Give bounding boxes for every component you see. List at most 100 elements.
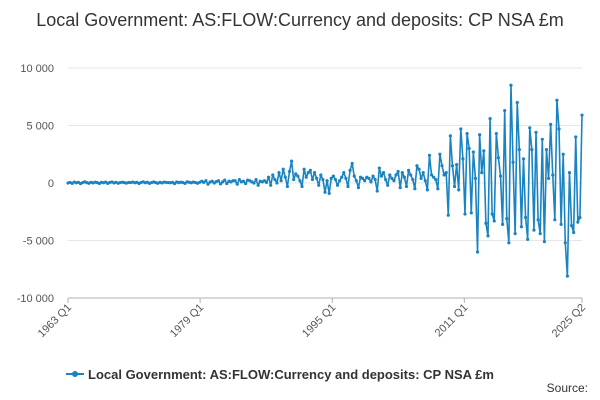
data-point[interactable] bbox=[521, 157, 526, 161]
data-point[interactable] bbox=[350, 161, 354, 166]
data-point[interactable] bbox=[312, 171, 317, 175]
data-point[interactable] bbox=[289, 159, 294, 163]
data-point[interactable] bbox=[536, 218, 540, 222]
data-point[interactable] bbox=[505, 217, 509, 221]
data-point[interactable] bbox=[511, 160, 515, 164]
data-point[interactable] bbox=[225, 181, 229, 186]
data-point[interactable] bbox=[519, 225, 524, 229]
data-point[interactable] bbox=[544, 148, 549, 152]
data-point[interactable] bbox=[473, 176, 478, 180]
data-point[interactable] bbox=[223, 178, 227, 182]
data-point[interactable] bbox=[569, 223, 574, 228]
data-point[interactable] bbox=[306, 171, 310, 175]
data-point[interactable] bbox=[367, 176, 371, 180]
data-point[interactable] bbox=[377, 166, 381, 170]
data-point[interactable] bbox=[371, 174, 375, 178]
data-point[interactable] bbox=[281, 167, 285, 171]
data-point[interactable] bbox=[310, 177, 315, 182]
data-point[interactable] bbox=[421, 171, 425, 175]
data-point[interactable] bbox=[388, 173, 392, 177]
data-point[interactable] bbox=[409, 173, 413, 177]
data-point[interactable] bbox=[540, 137, 544, 141]
data-point[interactable] bbox=[463, 212, 467, 216]
data-point[interactable] bbox=[331, 174, 335, 178]
data-point[interactable] bbox=[434, 177, 438, 182]
data-point[interactable] bbox=[559, 222, 563, 226]
data-point[interactable] bbox=[563, 241, 567, 245]
data-point[interactable] bbox=[264, 180, 269, 185]
data-point[interactable] bbox=[244, 181, 248, 186]
data-point[interactable] bbox=[344, 176, 348, 180]
data-point[interactable] bbox=[427, 153, 432, 157]
data-point[interactable] bbox=[279, 179, 283, 183]
data-point[interactable] bbox=[361, 176, 365, 180]
data-point[interactable] bbox=[567, 171, 572, 175]
data-point[interactable] bbox=[373, 177, 377, 182]
data-point[interactable] bbox=[319, 173, 323, 177]
data-point[interactable] bbox=[296, 174, 300, 178]
data-point[interactable] bbox=[348, 168, 352, 172]
data-point[interactable] bbox=[513, 232, 517, 236]
data-point[interactable] bbox=[517, 148, 521, 152]
data-point[interactable] bbox=[555, 98, 559, 102]
data-point[interactable] bbox=[457, 188, 461, 192]
legend[interactable]: Local Government: AS:FLOW:Currency and d… bbox=[66, 364, 494, 384]
data-point[interactable] bbox=[492, 219, 496, 223]
data-point[interactable] bbox=[417, 167, 421, 171]
data-point[interactable] bbox=[526, 237, 530, 241]
data-point[interactable] bbox=[450, 164, 455, 168]
data-point[interactable] bbox=[561, 152, 565, 156]
data-point[interactable] bbox=[411, 177, 415, 182]
data-point[interactable] bbox=[471, 150, 475, 154]
data-point[interactable] bbox=[572, 230, 576, 235]
data-point[interactable] bbox=[375, 189, 379, 193]
data-point[interactable] bbox=[413, 187, 417, 191]
data-point[interactable] bbox=[406, 168, 411, 172]
data-point[interactable] bbox=[333, 177, 338, 182]
data-point[interactable] bbox=[340, 175, 344, 179]
data-point[interactable] bbox=[300, 184, 304, 189]
data-point[interactable] bbox=[467, 146, 471, 151]
data-point[interactable] bbox=[503, 108, 507, 113]
data-point[interactable] bbox=[565, 274, 569, 278]
data-point[interactable] bbox=[576, 220, 580, 224]
data-point[interactable] bbox=[480, 171, 484, 175]
data-point[interactable] bbox=[206, 182, 210, 186]
data-point[interactable] bbox=[269, 183, 273, 187]
data-point[interactable] bbox=[287, 169, 292, 174]
data-point[interactable] bbox=[394, 173, 398, 177]
data-point[interactable] bbox=[423, 179, 427, 183]
data-point[interactable] bbox=[325, 179, 329, 183]
data-point[interactable] bbox=[534, 130, 538, 134]
data-point[interactable] bbox=[404, 184, 409, 189]
data-point[interactable] bbox=[574, 135, 578, 139]
data-point[interactable] bbox=[444, 171, 448, 175]
data-point[interactable] bbox=[455, 163, 459, 167]
data-point[interactable] bbox=[452, 184, 457, 189]
data-point[interactable] bbox=[218, 182, 223, 186]
data-point[interactable] bbox=[442, 173, 446, 177]
data-point[interactable] bbox=[523, 215, 528, 220]
data-point[interactable] bbox=[484, 221, 488, 225]
data-point[interactable] bbox=[440, 164, 444, 168]
data-point[interactable] bbox=[233, 179, 237, 183]
data-point[interactable] bbox=[515, 100, 519, 105]
data-point[interactable] bbox=[436, 187, 440, 191]
data-point[interactable] bbox=[465, 131, 469, 136]
data-point[interactable] bbox=[237, 177, 241, 182]
data-point[interactable] bbox=[538, 232, 542, 236]
data-point[interactable] bbox=[256, 183, 260, 187]
data-point[interactable] bbox=[379, 174, 384, 178]
data-point[interactable] bbox=[425, 188, 429, 192]
data-point[interactable] bbox=[478, 133, 482, 137]
data-point[interactable] bbox=[528, 126, 532, 130]
data-point[interactable] bbox=[557, 127, 561, 131]
data-point[interactable] bbox=[271, 173, 275, 177]
data-point[interactable] bbox=[507, 241, 511, 245]
data-point[interactable] bbox=[530, 148, 534, 152]
data-point[interactable] bbox=[254, 177, 258, 182]
data-point[interactable] bbox=[396, 169, 400, 174]
data-point[interactable] bbox=[298, 179, 302, 183]
data-point[interactable] bbox=[386, 183, 390, 187]
data-point[interactable] bbox=[488, 117, 492, 121]
